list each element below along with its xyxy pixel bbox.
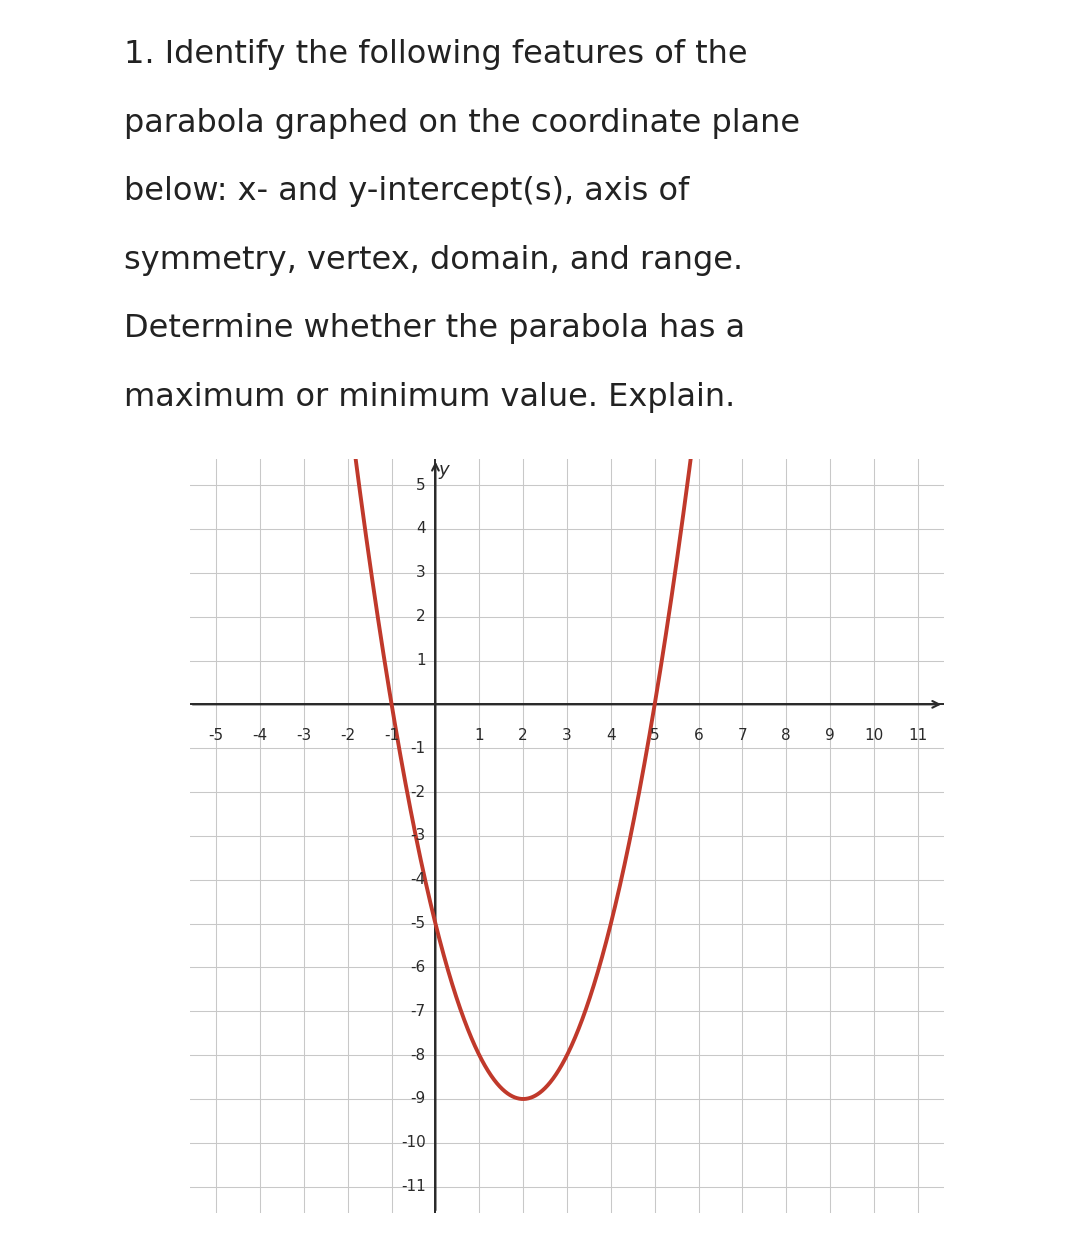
Text: 9: 9 — [825, 729, 835, 743]
Text: 11: 11 — [908, 729, 928, 743]
Text: -6: -6 — [410, 960, 426, 975]
Text: 4: 4 — [416, 522, 426, 537]
Text: -5: -5 — [208, 729, 224, 743]
Text: symmetry, vertex, domain, and range.: symmetry, vertex, domain, and range. — [124, 245, 743, 275]
Text: below: x- and y-intercept(s), axis of: below: x- and y-intercept(s), axis of — [124, 176, 689, 207]
Text: -11: -11 — [401, 1179, 426, 1194]
Text: -5: -5 — [410, 916, 426, 931]
Text: Determine whether the parabola has a: Determine whether the parabola has a — [124, 313, 745, 344]
Text: -4: -4 — [410, 872, 426, 887]
Text: -4: -4 — [253, 729, 268, 743]
Text: -2: -2 — [410, 784, 426, 799]
Text: 10: 10 — [864, 729, 883, 743]
Text: -1: -1 — [384, 729, 400, 743]
Text: 3: 3 — [416, 566, 426, 581]
Text: 5: 5 — [416, 478, 426, 493]
Text: 1: 1 — [416, 652, 426, 667]
Text: 1. Identify the following features of the: 1. Identify the following features of th… — [124, 39, 747, 70]
Text: -10: -10 — [401, 1135, 426, 1150]
Text: maximum or minimum value. Explain.: maximum or minimum value. Explain. — [124, 382, 735, 412]
Text: -1: -1 — [410, 740, 426, 755]
Text: 1: 1 — [474, 729, 484, 743]
Text: -2: -2 — [340, 729, 355, 743]
Text: 6: 6 — [693, 729, 703, 743]
Text: 4: 4 — [606, 729, 616, 743]
Text: -3: -3 — [410, 828, 426, 843]
Text: parabola graphed on the coordinate plane: parabola graphed on the coordinate plane — [124, 108, 800, 138]
Text: 7: 7 — [738, 729, 747, 743]
Text: 2: 2 — [416, 610, 426, 625]
Text: 5: 5 — [650, 729, 660, 743]
Text: 3: 3 — [562, 729, 572, 743]
Text: -9: -9 — [410, 1091, 426, 1106]
Text: -8: -8 — [410, 1047, 426, 1062]
Text: 8: 8 — [782, 729, 791, 743]
Text: -3: -3 — [296, 729, 311, 743]
Text: -7: -7 — [410, 1004, 426, 1019]
Text: y: y — [438, 461, 448, 479]
Text: 2: 2 — [518, 729, 528, 743]
